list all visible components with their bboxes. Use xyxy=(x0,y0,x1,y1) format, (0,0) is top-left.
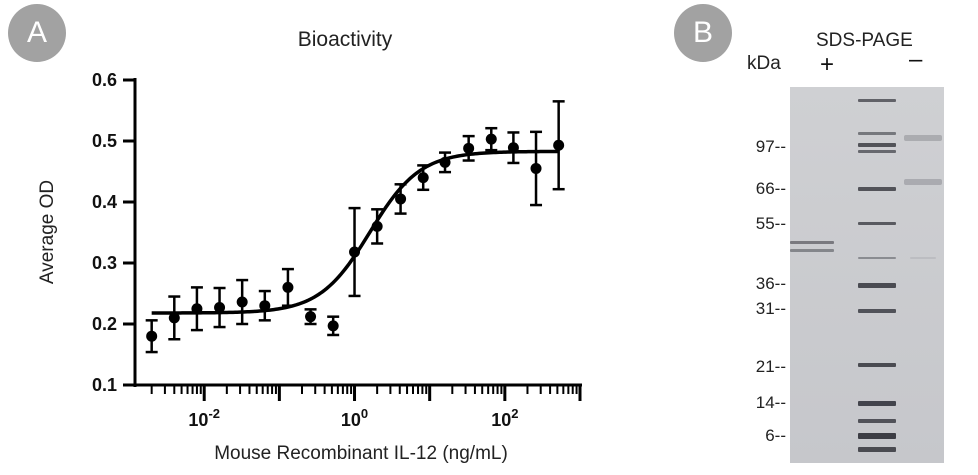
data-point xyxy=(417,172,429,184)
data-point xyxy=(463,142,475,154)
marker-label: 36-- xyxy=(755,274,786,293)
chart-title: Bioactivity xyxy=(298,28,393,51)
marker-label: 21-- xyxy=(755,357,786,376)
data-point xyxy=(214,302,226,314)
lane-minus-label: – xyxy=(909,46,923,73)
y-tick-label: 0.6 xyxy=(92,70,117,90)
data-point xyxy=(168,312,180,324)
y-tick-label: 0.3 xyxy=(92,253,117,273)
data-point xyxy=(236,296,248,308)
x-tick-label: 100 xyxy=(341,406,368,430)
data-point xyxy=(146,330,158,342)
gel-title: SDS-PAGE xyxy=(816,30,913,51)
x-tick-label: 102 xyxy=(491,406,518,430)
data-point xyxy=(395,193,407,205)
y-axis-label: Average OD xyxy=(37,180,58,284)
data-point xyxy=(507,142,519,154)
chart-axes: 0.1 0.2 0.3 0.4 0.5 0.6 10-2 100 102 xyxy=(92,70,582,430)
lane-plus-label: + xyxy=(820,51,835,78)
x-tick-label: 10-2 xyxy=(188,406,220,430)
data-point xyxy=(553,139,565,151)
marker-label: 6-- xyxy=(765,426,786,445)
marker-label: 55-- xyxy=(755,214,786,233)
marker-label: 31-- xyxy=(755,299,786,318)
marker-label: 97-- xyxy=(755,137,786,156)
y-tick-label: 0.5 xyxy=(92,131,117,151)
y-tick-label: 0.4 xyxy=(92,192,117,212)
y-tick-label: 0.1 xyxy=(92,375,117,395)
data-point xyxy=(327,320,339,332)
panel-b-badge: B xyxy=(674,4,732,62)
data-points-group xyxy=(145,100,565,354)
data-point xyxy=(191,303,203,315)
marker-label: 14-- xyxy=(755,393,786,412)
data-point xyxy=(259,300,271,312)
marker-label: 66-- xyxy=(755,179,786,198)
y-tick-label: 0.2 xyxy=(92,314,117,334)
data-point xyxy=(305,311,317,323)
data-point xyxy=(530,162,542,174)
data-point xyxy=(439,156,451,168)
data-point xyxy=(371,220,383,232)
gel-unit-label: kDa xyxy=(747,53,781,74)
data-point xyxy=(485,133,497,145)
x-axis-label: Mouse Recombinant IL-12 (ng/mL) xyxy=(214,443,508,464)
gel-image xyxy=(790,87,944,463)
bioactivity-chart: Bioactivity Average OD Mouse Recombinant… xyxy=(37,28,582,464)
panel-a-badge: A xyxy=(8,4,66,62)
data-point xyxy=(349,246,361,258)
data-point xyxy=(282,281,294,293)
